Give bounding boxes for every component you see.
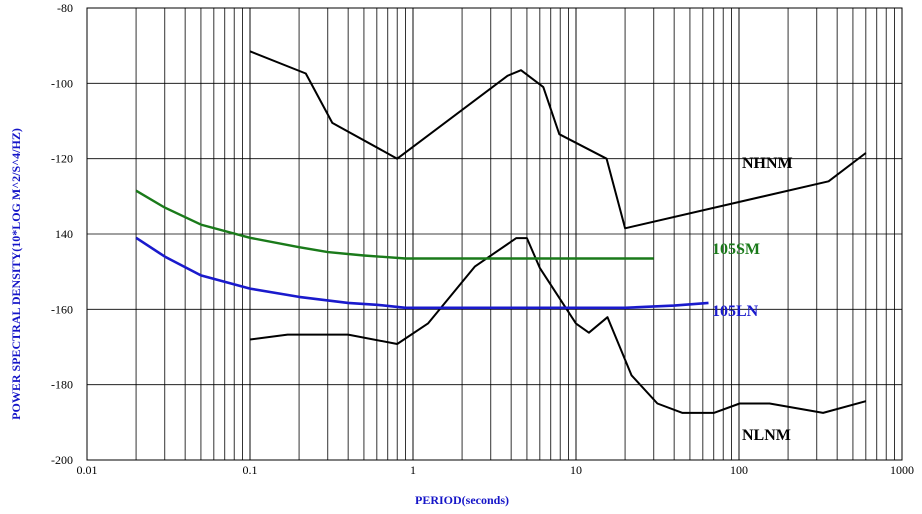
series-label-105sm: 105SM bbox=[712, 241, 760, 258]
x-tick-label: 100 bbox=[730, 463, 748, 477]
y-tick-label: -180 bbox=[51, 378, 73, 392]
y-tick-label: -120 bbox=[51, 152, 73, 166]
series-label-nhnm: NHNM bbox=[742, 155, 793, 172]
series-line-nlnm bbox=[249, 237, 867, 414]
series-line-105sm bbox=[135, 189, 654, 260]
series-lines bbox=[135, 50, 867, 414]
y-tick-label: -200 bbox=[51, 453, 73, 467]
x-tick-label: 10 bbox=[570, 463, 582, 477]
grid bbox=[87, 8, 902, 460]
x-tick-label: 0.01 bbox=[77, 463, 98, 477]
y-tick-label: -80 bbox=[57, 1, 73, 15]
y-tick-label: -100 bbox=[51, 76, 73, 90]
x-tick-label: 1 bbox=[410, 463, 416, 477]
y-tick-labels: -80 -100 -120 140 -160 -180 -200 bbox=[51, 1, 73, 467]
series-label-105ln: 105LN bbox=[712, 303, 759, 320]
y-tick-label: -160 bbox=[51, 302, 73, 316]
x-tick-label: 0.1 bbox=[243, 463, 258, 477]
x-axis-title: PERIOD(seconds) bbox=[415, 493, 509, 507]
y-tick-label: 140 bbox=[55, 227, 73, 241]
series-labels: NHNM NLNM 105SM 105LN bbox=[712, 155, 793, 444]
plot-frame bbox=[86, 7, 903, 461]
series-line-105ln bbox=[135, 236, 709, 310]
x-tick-label: 1000 bbox=[890, 463, 914, 477]
series-line-nhnm bbox=[249, 50, 867, 230]
x-tick-labels: 0.01 0.1 1 10 100 1000 bbox=[77, 463, 915, 477]
series-label-nlnm: NLNM bbox=[742, 427, 791, 444]
y-axis-title: POWER SPECTRAL DENSITY(10*LOG M^2/S^4/HZ… bbox=[9, 128, 23, 420]
